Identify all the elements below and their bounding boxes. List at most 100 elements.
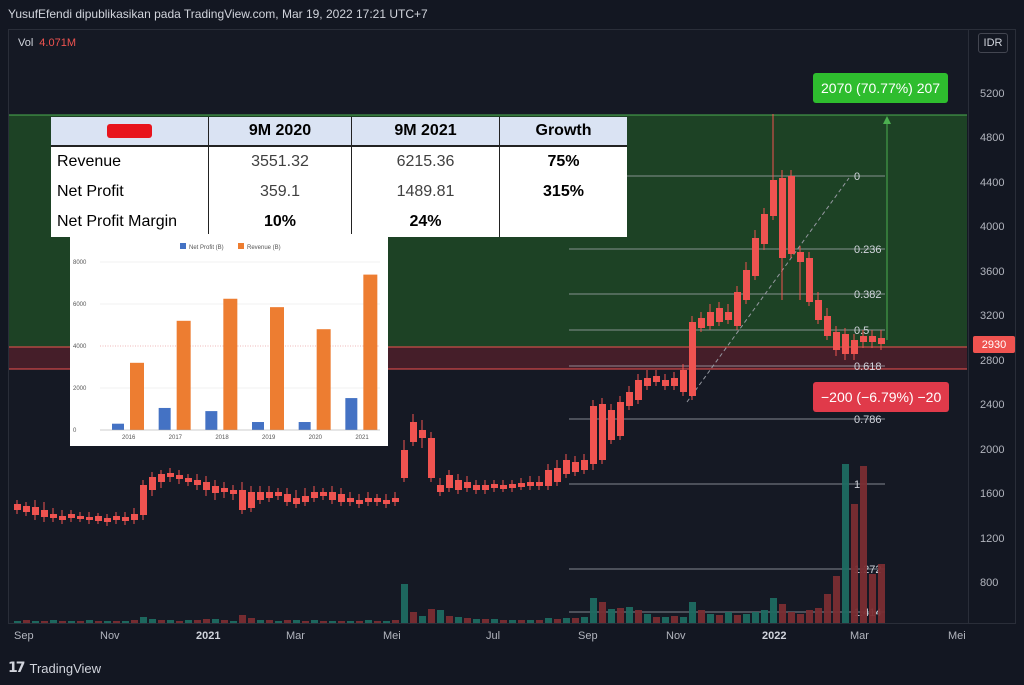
volume-bar (734, 615, 741, 623)
table-row: Revenue 3551.32 6215.36 75% (51, 146, 627, 177)
price-tick: 4800 (980, 132, 1004, 144)
candle-body (59, 516, 66, 520)
inset-bar-chart: Net Profit (B) Revenue (B) 0 2000 4000 6000 80… (70, 234, 388, 446)
candle-body (176, 475, 183, 479)
cell-growth: 315% (543, 183, 584, 200)
candle-body (212, 486, 219, 493)
candle-body (248, 492, 255, 508)
candle-body (473, 485, 480, 490)
volume-bar (554, 619, 561, 623)
volume-bar (149, 619, 156, 623)
cell-value: 1489.81 (351, 177, 500, 207)
volume-bar (527, 620, 534, 623)
volume-bar (473, 619, 480, 623)
volume-bar (140, 617, 147, 623)
candle-body (50, 514, 57, 518)
bar (205, 411, 218, 430)
volume-bar (545, 618, 552, 623)
candle-body (167, 473, 174, 477)
volume-bar (626, 607, 633, 623)
volume-bar (284, 620, 291, 623)
candle-body (509, 484, 516, 488)
volume-bar (248, 618, 255, 623)
candle-body (563, 460, 570, 474)
time-tick: Sep (578, 630, 598, 642)
candle-body (770, 180, 777, 216)
candle-body (761, 214, 768, 244)
cell-growth: 75% (547, 153, 580, 170)
row-label: Revenue (51, 146, 209, 177)
volume-bar (158, 620, 165, 623)
volume-bar (698, 610, 705, 623)
candle-body (644, 378, 651, 386)
candle-body (698, 318, 705, 328)
volume-bar (428, 609, 435, 623)
volume-bar (32, 621, 39, 623)
legend-label: Revenue (B) (247, 245, 281, 251)
volume-bar (572, 618, 579, 623)
x-tick-label: 2016 (122, 435, 136, 441)
currency-button[interactable]: IDR (978, 33, 1008, 53)
volume-bar (761, 610, 768, 623)
volume-bar (842, 464, 849, 623)
volume-bar (221, 620, 228, 623)
bar-chart-svg: Net Profit (B) Revenue (B) 0 2000 4000 6000 80… (73, 243, 380, 441)
price-axis[interactable]: 5200 4800 4400 4000 3600 3200 2800 2400 2000 1600… (969, 29, 1016, 624)
candle-body (752, 238, 759, 276)
brand-name: TradingView (29, 660, 102, 676)
legend-swatch (238, 243, 244, 249)
candle-body (590, 406, 597, 464)
cell-value: 3551.32 (208, 146, 352, 177)
price-tick: 2000 (980, 444, 1004, 456)
price-tick: 3600 (980, 266, 1004, 278)
volume-bar (455, 617, 462, 623)
cell-value: 359.1 (208, 177, 352, 207)
volume-bar (311, 620, 318, 623)
candle-body (95, 516, 102, 521)
time-tick: Jul (486, 630, 500, 642)
volume-bar (869, 574, 876, 623)
fib-label: 0 (854, 171, 860, 183)
volume-bar (716, 615, 723, 623)
candle-body (833, 332, 840, 350)
candle-body (806, 258, 813, 302)
volume-bar (680, 617, 687, 623)
candle-body (860, 336, 867, 342)
candle-body (878, 338, 885, 344)
candle-body (356, 500, 363, 504)
cell-value: 10% (208, 207, 352, 237)
price-tick: 800 (980, 577, 998, 589)
candle-body (464, 482, 471, 488)
measure-down-label: −200 (−6.79%) −20 (813, 382, 950, 412)
candle-body (158, 474, 165, 482)
volume-bar (581, 617, 588, 623)
volume-bar (401, 584, 408, 623)
candle-body (725, 312, 732, 320)
volume-bar (302, 621, 309, 623)
legend-swatch (180, 243, 186, 249)
candle-body (113, 516, 120, 520)
fib-label: 0.5 (854, 325, 869, 337)
candle-body (680, 370, 687, 392)
volume-bar (77, 621, 84, 623)
tradingview-logo-icon: 17 (8, 660, 26, 676)
time-tick: Mar (850, 630, 869, 642)
volume-legend: Vol 4.071M (18, 37, 76, 49)
time-axis[interactable]: Sep Nov 2021 Mar Mei Jul Sep Nov 2022 Mar Mei (8, 624, 969, 648)
volume-bar (788, 612, 795, 623)
volume-bar (338, 621, 345, 623)
volume-bar (725, 612, 732, 623)
volume-bar (599, 602, 606, 623)
volume-bar (356, 621, 363, 623)
table-row: Net Profit Margin 10% 24% (51, 207, 627, 237)
fib-label: 0.236 (854, 244, 882, 256)
volume-bar (815, 608, 822, 623)
volume-bar (419, 616, 426, 623)
candle-body (203, 482, 210, 490)
table-header-row: XXXX 9M 2020 9M 2021 Growth (51, 117, 627, 147)
volume-bar (563, 618, 570, 623)
volume-bar (644, 614, 651, 623)
y-tick-label: 0 (73, 428, 77, 434)
volume-bar (41, 621, 48, 623)
candle-body (788, 176, 795, 254)
